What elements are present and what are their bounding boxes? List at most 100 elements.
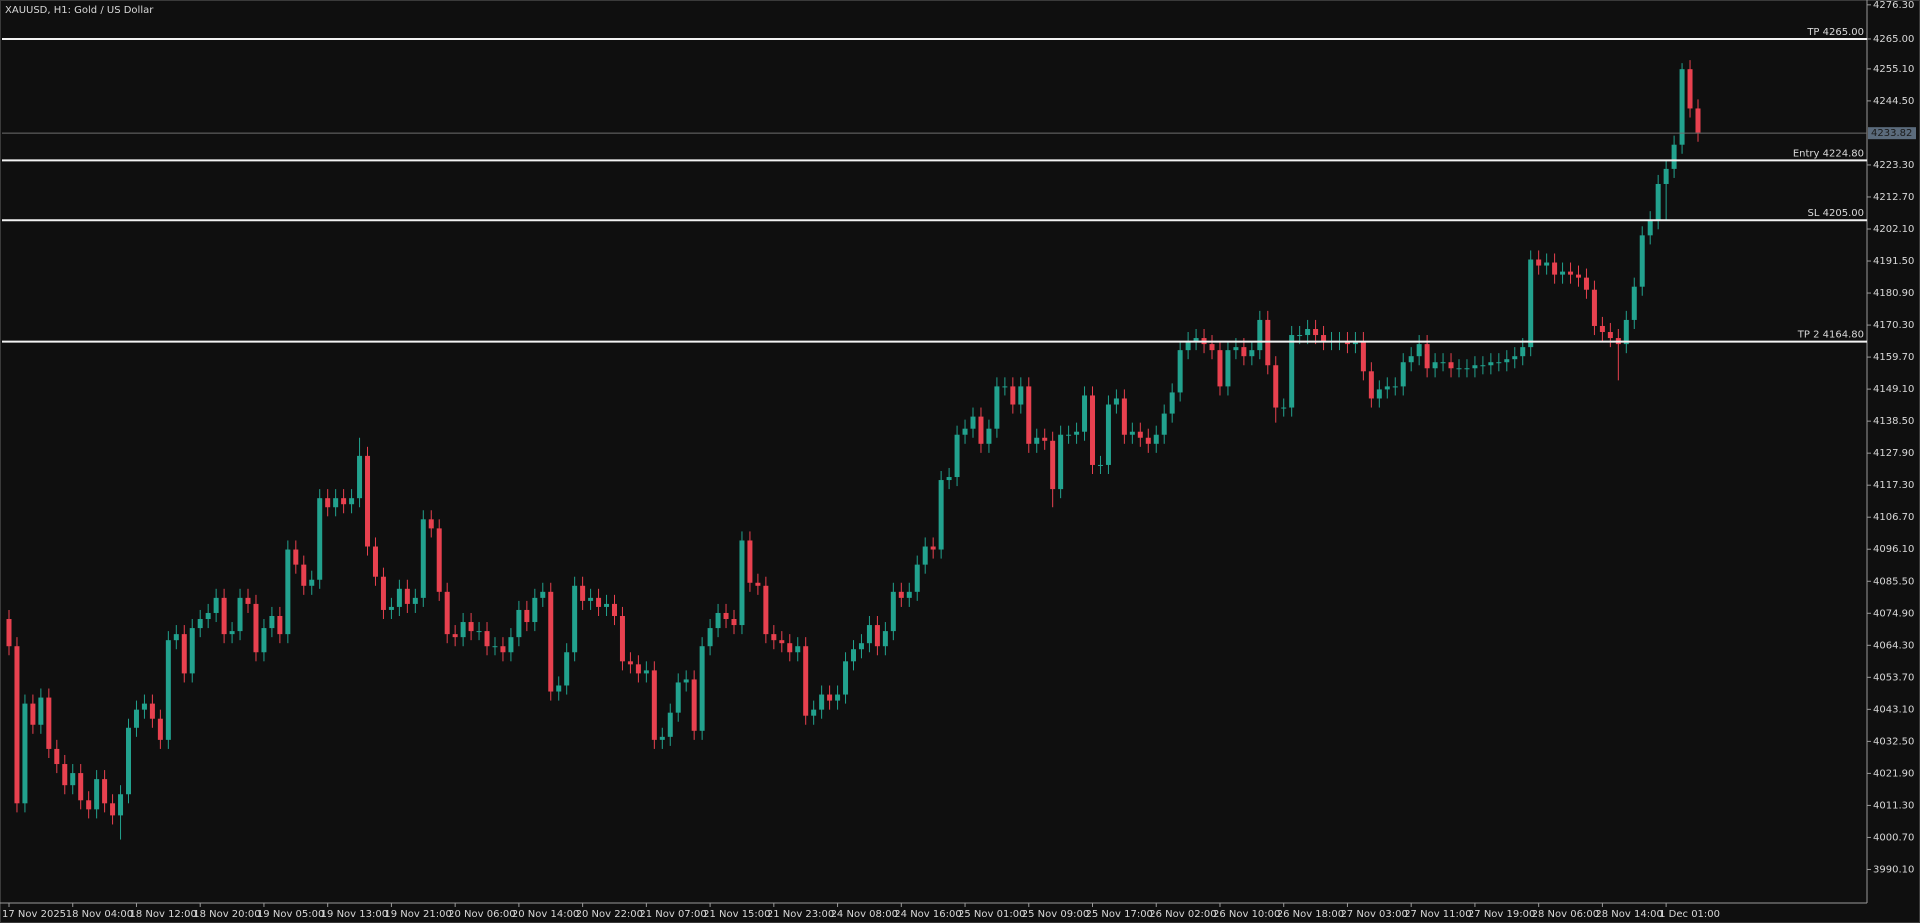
candle-body [285,549,291,635]
candle-body [827,694,833,701]
y-tick-label: 4085.50 [1873,576,1914,587]
candle-body [874,625,880,647]
candle-body [452,634,458,638]
candle-body [141,703,147,710]
candle-body [1408,356,1414,363]
candle-body [986,428,992,444]
candle-body [149,703,155,719]
x-tick-label: 1 Dec 01:00 [1659,909,1720,920]
candle-body [556,685,562,692]
candle-body [1560,271,1566,275]
candle-body [508,637,514,653]
y-tick-label: 4170.30 [1873,320,1914,331]
candle-body [1042,437,1048,441]
x-tick-label: 21 Nov 07:00 [639,909,706,920]
candle-body [1289,335,1295,408]
candle-body [1121,398,1127,435]
candle-body [1607,332,1613,339]
candle-body [349,498,355,505]
y-tick-label: 4159.70 [1873,352,1914,363]
candle-body [978,416,984,444]
x-tick-label: 19 Nov 13:00 [321,909,388,920]
candle-body [994,386,1000,429]
candle-body [404,588,410,604]
candle-body [970,416,976,429]
candle-body [516,609,522,638]
candle-body [1097,464,1103,466]
candle-body [763,585,769,635]
candle-body [468,622,474,632]
candle-body [237,597,243,632]
candle-body [165,640,171,740]
candle-body [1591,289,1597,326]
candle-body [795,646,801,653]
candle-body [293,549,299,565]
candle-body [118,794,124,816]
candle-body [524,609,530,623]
candle-body [723,612,729,620]
y-tick-label: 4096.10 [1873,544,1914,555]
candle-body [1074,431,1080,435]
candle-body [548,591,554,692]
candle-body [245,597,251,604]
candle-body [1209,344,1215,351]
candle-body [771,634,777,641]
y-tick-label: 4064.30 [1873,640,1914,651]
candle-body [1583,277,1589,290]
x-tick-label: 19 Nov 21:00 [384,909,451,920]
x-tick-label: 19 Nov 05:00 [257,909,324,920]
x-tick-label: 28 Nov 06:00 [1532,909,1599,920]
candle-body [1575,274,1581,278]
candle-body [436,528,442,592]
candle-body [54,748,60,765]
candle-body [1050,440,1056,490]
candle-body [484,631,490,647]
x-tick-label: 24 Nov 16:00 [894,909,961,920]
candles [6,60,1701,840]
candle-body [277,615,283,635]
candle-body [819,694,825,710]
x-tick-label: 18 Nov 12:00 [129,909,196,920]
y-tick-label: 4127.90 [1873,448,1914,459]
candle-body [811,709,817,716]
y-tick-label: 4117.30 [1873,480,1914,491]
candle-body [1177,350,1183,393]
candle-body [261,628,267,653]
y-tick-label: 4000.70 [1873,832,1914,843]
candle-body [380,576,386,610]
candle-body [779,640,785,644]
candle-body [1305,328,1311,336]
candle-body [205,612,211,620]
candle-body [1360,341,1366,372]
candle-body [1026,386,1032,444]
candle-body [564,652,570,686]
x-tick-label: 27 Nov 03:00 [1340,909,1407,920]
candle-body [1249,350,1255,357]
candle-body [604,603,610,607]
y-tick-label: 4244.50 [1873,96,1914,107]
candle-body [6,619,12,647]
x-tick-label: 18 Nov 20:00 [193,909,260,920]
x-tick-label: 28 Nov 14:00 [1595,909,1662,920]
candle-body [1169,392,1175,414]
candle-body [739,540,745,626]
x-tick-label: 25 Nov 17:00 [1086,909,1153,920]
candle-body [1480,365,1486,367]
x-tick-label: 17 Nov 2025 [2,909,66,920]
candle-body [1145,437,1151,444]
candle-body [1552,262,1558,275]
candle-body [396,588,402,607]
x-tick-label: 26 Nov 18:00 [1277,909,1344,920]
candle-body [1424,344,1430,369]
candle-body [643,670,649,674]
candle-body [1695,108,1701,133]
candle-body [635,664,641,674]
candle-body [102,779,108,804]
candle-body [1090,395,1096,465]
candle-body [325,498,331,508]
candle-body [699,646,705,731]
candle-body [611,603,617,616]
x-tick-label: 21 Nov 23:00 [767,909,834,920]
candle-body [1185,341,1191,351]
